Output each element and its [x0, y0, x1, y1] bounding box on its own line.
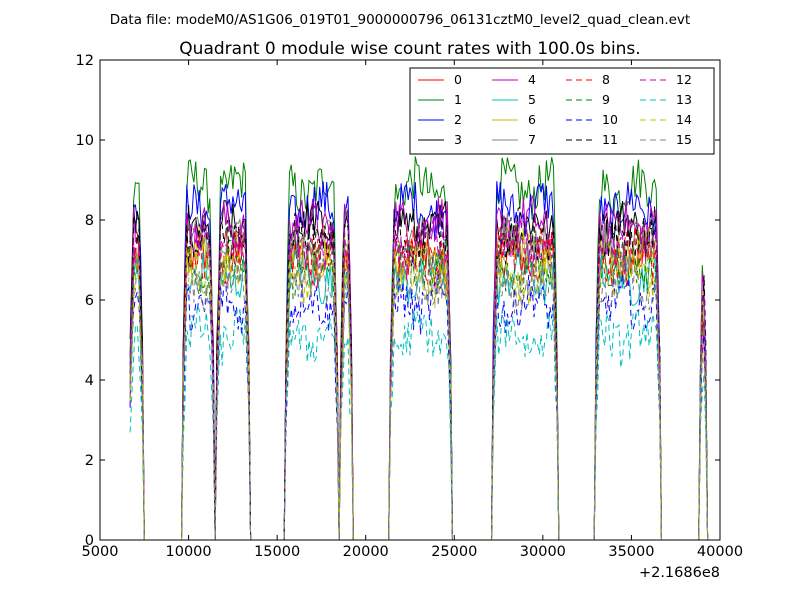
series-line-8 — [129, 224, 710, 540]
series-line-2 — [129, 181, 710, 540]
series-line-10 — [129, 273, 710, 540]
x-tick-label: 20000 — [343, 544, 389, 560]
legend-label: 6 — [528, 112, 536, 127]
legend-label: 13 — [676, 92, 692, 107]
legend-label: 4 — [528, 72, 536, 87]
legend-label: 12 — [676, 72, 692, 87]
y-tick-label: 12 — [76, 53, 94, 69]
y-tick-label: 0 — [85, 533, 94, 549]
series-layer — [129, 156, 710, 540]
legend-label: 11 — [602, 132, 618, 147]
chart-title: Quadrant 0 module wise count rates with … — [179, 39, 640, 59]
x-tick-label: 40000 — [697, 544, 743, 560]
legend-label: 1 — [454, 92, 462, 107]
series-line-11 — [129, 206, 710, 540]
y-tick-label: 8 — [85, 213, 94, 229]
x-tick-label: 30000 — [520, 544, 566, 560]
x-axis-offset-label: +2.1686e8 — [639, 565, 720, 581]
y-tick-label: 10 — [76, 133, 94, 149]
legend-label: 5 — [528, 92, 536, 107]
legend-label: 0 — [454, 72, 462, 87]
series-line-4 — [129, 194, 710, 540]
series-line-13 — [129, 304, 710, 540]
y-tick-label: 4 — [85, 373, 94, 389]
legend-label: 14 — [676, 112, 692, 127]
legend-label: 8 — [602, 72, 610, 87]
series-line-15 — [129, 255, 710, 540]
x-tick-label: 10000 — [166, 544, 212, 560]
series-line-12 — [129, 216, 710, 540]
x-tick-label: 5000 — [82, 544, 119, 560]
legend-label: 2 — [454, 112, 462, 127]
axis-ticks: 5000 10000 15000 20000 25000 30000 35000 40000 0… — [76, 53, 744, 560]
legend-label: 9 — [602, 92, 610, 107]
x-tick-label: 15000 — [254, 544, 300, 560]
figure-suptitle: Data file: modeM0/AS1G06_019T01_90000007… — [110, 12, 690, 28]
legend-label: 7 — [528, 132, 536, 147]
x-tick-label: 25000 — [431, 544, 477, 560]
y-tick-label: 2 — [85, 453, 94, 469]
legend-label: 10 — [602, 112, 618, 127]
series-line-7 — [129, 212, 710, 540]
legend-label: 15 — [676, 132, 692, 147]
y-tick-label: 6 — [85, 293, 94, 309]
legend-label: 3 — [454, 132, 462, 147]
x-tick-label: 35000 — [608, 544, 654, 560]
